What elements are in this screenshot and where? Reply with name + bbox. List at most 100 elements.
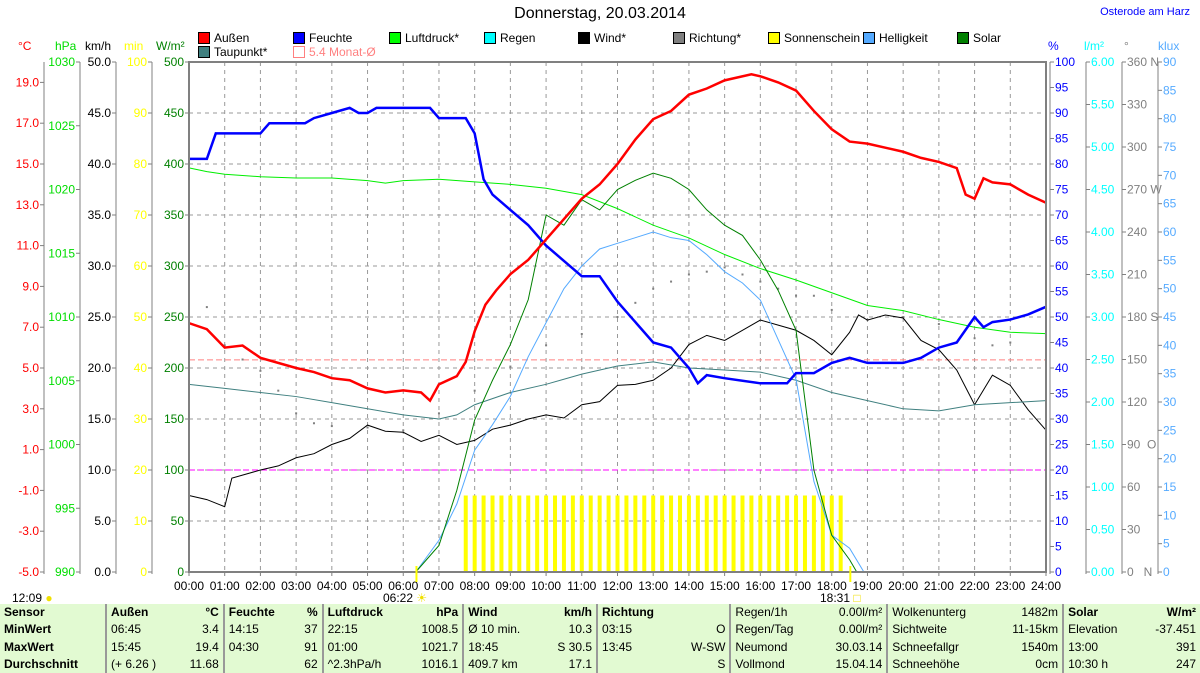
legend-item-au-en: Außen: [198, 31, 249, 45]
y-tick-label: 500: [164, 55, 184, 69]
table-cell: 1021.7: [421, 639, 459, 654]
y-tick-label: 90: [1055, 106, 1069, 120]
table-cell: Schneehöhe: [886, 655, 994, 673]
sunshine-bar: [767, 495, 772, 572]
table-cell: W-SW: [690, 639, 726, 654]
table-row: MinWert 06:45 3.4 14:15 37 22:15 1008.5 Ø 10 mi…: [0, 621, 1200, 639]
table-cell: 18:45: [462, 638, 542, 656]
direction-point: [687, 273, 690, 276]
y-tick-label: 40: [1055, 361, 1069, 375]
table-cell: 0.00l/m²: [838, 605, 883, 620]
y-tick-label: 80: [1163, 112, 1177, 126]
sunshine-bar: [535, 495, 540, 572]
sunshine-bar: [508, 495, 513, 572]
y-tick-label: 0: [177, 565, 184, 579]
legend-label: Wind*: [594, 31, 627, 45]
sunshine-bar: [570, 495, 575, 572]
y-tick-label: 0.50: [1091, 523, 1115, 537]
location-label[interactable]: Osterode am Harz: [1100, 6, 1190, 18]
y-tick-label: 30.0: [88, 259, 112, 273]
y-tick-label: 50: [1055, 310, 1069, 324]
sunshine-bar: [544, 495, 549, 572]
sunshine-bar: [642, 495, 647, 572]
y-tick-label: 4.50: [1091, 183, 1115, 197]
table-cell: Vollmond: [729, 655, 817, 673]
y-tick-label: 19.0: [16, 75, 40, 89]
x-tick-label: 21:00: [924, 579, 954, 593]
legend-item-feuchte: Feuchte: [293, 31, 352, 45]
sunshine-bar: [686, 495, 691, 572]
sunshine-bar: [758, 495, 763, 572]
table-cell: Richtung: [596, 604, 675, 622]
x-tick-label: 20:00: [888, 579, 918, 593]
sunshine-bar: [588, 495, 593, 572]
table-cell: 10:30 h: [1062, 655, 1138, 673]
table-cell: 22:15: [321, 621, 405, 639]
table-cell: 01:00: [321, 638, 405, 656]
sunshine-bar: [722, 495, 727, 572]
y-tick-label: 20: [1163, 452, 1177, 466]
table-cell: Solar: [1062, 604, 1138, 622]
sunshine-bar: [561, 495, 566, 572]
table-cell: 3.4: [202, 622, 219, 637]
sunshine-bar: [731, 495, 736, 572]
direction-point: [241, 358, 244, 361]
y-tick-label: 0 N: [1127, 565, 1152, 579]
y-tick-label: 400: [164, 157, 184, 171]
y-tick-label: 75: [1055, 183, 1069, 197]
y-tick-label: 70: [1163, 168, 1177, 182]
direction-point: [402, 429, 405, 432]
table-cell: Elevation: [1062, 621, 1138, 639]
y-tick-label: 65: [1163, 197, 1177, 211]
table-cell: (+ 6.26 ): [105, 655, 176, 673]
table-cell: 391: [1175, 639, 1196, 654]
direction-point: [902, 316, 905, 318]
legend-label: Helligkeit: [879, 31, 928, 45]
direction-point: [295, 412, 298, 415]
y-tick-label: 30: [1127, 523, 1141, 537]
sunshine-bar: [651, 495, 656, 572]
y-tick-label: 11.0: [17, 239, 40, 253]
legend-item-wind-: Wind*: [578, 31, 626, 45]
table-cell: Neumond: [729, 638, 817, 656]
y-tick-label: -5.0: [18, 565, 39, 579]
legend-label: Richtung*: [689, 31, 742, 45]
y-tick-label: 35: [1055, 387, 1069, 401]
y-tick-label: 1010: [48, 310, 75, 324]
y-tick-label: 90: [1163, 55, 1177, 69]
y-tick-label: 5: [1163, 537, 1170, 551]
y-tick-label: 10: [1055, 514, 1069, 528]
x-tick-label: 13:00: [638, 579, 668, 593]
y-axis-unit: klux: [1158, 39, 1179, 53]
table-cell: S: [717, 656, 726, 671]
y-tick-label: 15.0: [88, 412, 112, 426]
y-tick-label: 0.00: [1091, 565, 1115, 579]
series-line-feuchte: [189, 106, 1047, 386]
table-cell: Luftdruck: [321, 604, 405, 622]
sunshine-bar: [713, 495, 718, 572]
x-tick-label: 11:00: [567, 579, 596, 593]
y-tick-label: 5.50: [1091, 98, 1115, 112]
direction-point: [473, 389, 476, 392]
y-tick-label: 350: [164, 208, 184, 222]
series-line-helligkeit: [415, 231, 865, 573]
y-tick-label: 15: [1055, 489, 1069, 503]
legend-item-taupunkt-: Taupunkt*: [198, 45, 267, 59]
y-tick-label: 30: [1055, 412, 1069, 426]
legend-item-richtung-: Richtung*: [673, 31, 741, 45]
direction-point: [812, 294, 815, 297]
series-line-wind: [188, 314, 1047, 508]
x-tick-label: 22:00: [960, 579, 990, 593]
y-tick-label: 60: [134, 259, 148, 273]
direction-point: [259, 369, 262, 372]
y-tick-label: 45: [1163, 310, 1177, 324]
sunshine-bar: [579, 495, 584, 572]
y-tick-label: 200: [164, 361, 184, 375]
sunshine-bar: [785, 495, 790, 572]
x-tick-label: 14:00: [674, 579, 704, 593]
sunshine-bar: [749, 495, 754, 572]
table-cell: 1482m: [1021, 605, 1059, 620]
x-tick-label: 19:00: [852, 579, 882, 593]
direction-point: [545, 344, 548, 347]
